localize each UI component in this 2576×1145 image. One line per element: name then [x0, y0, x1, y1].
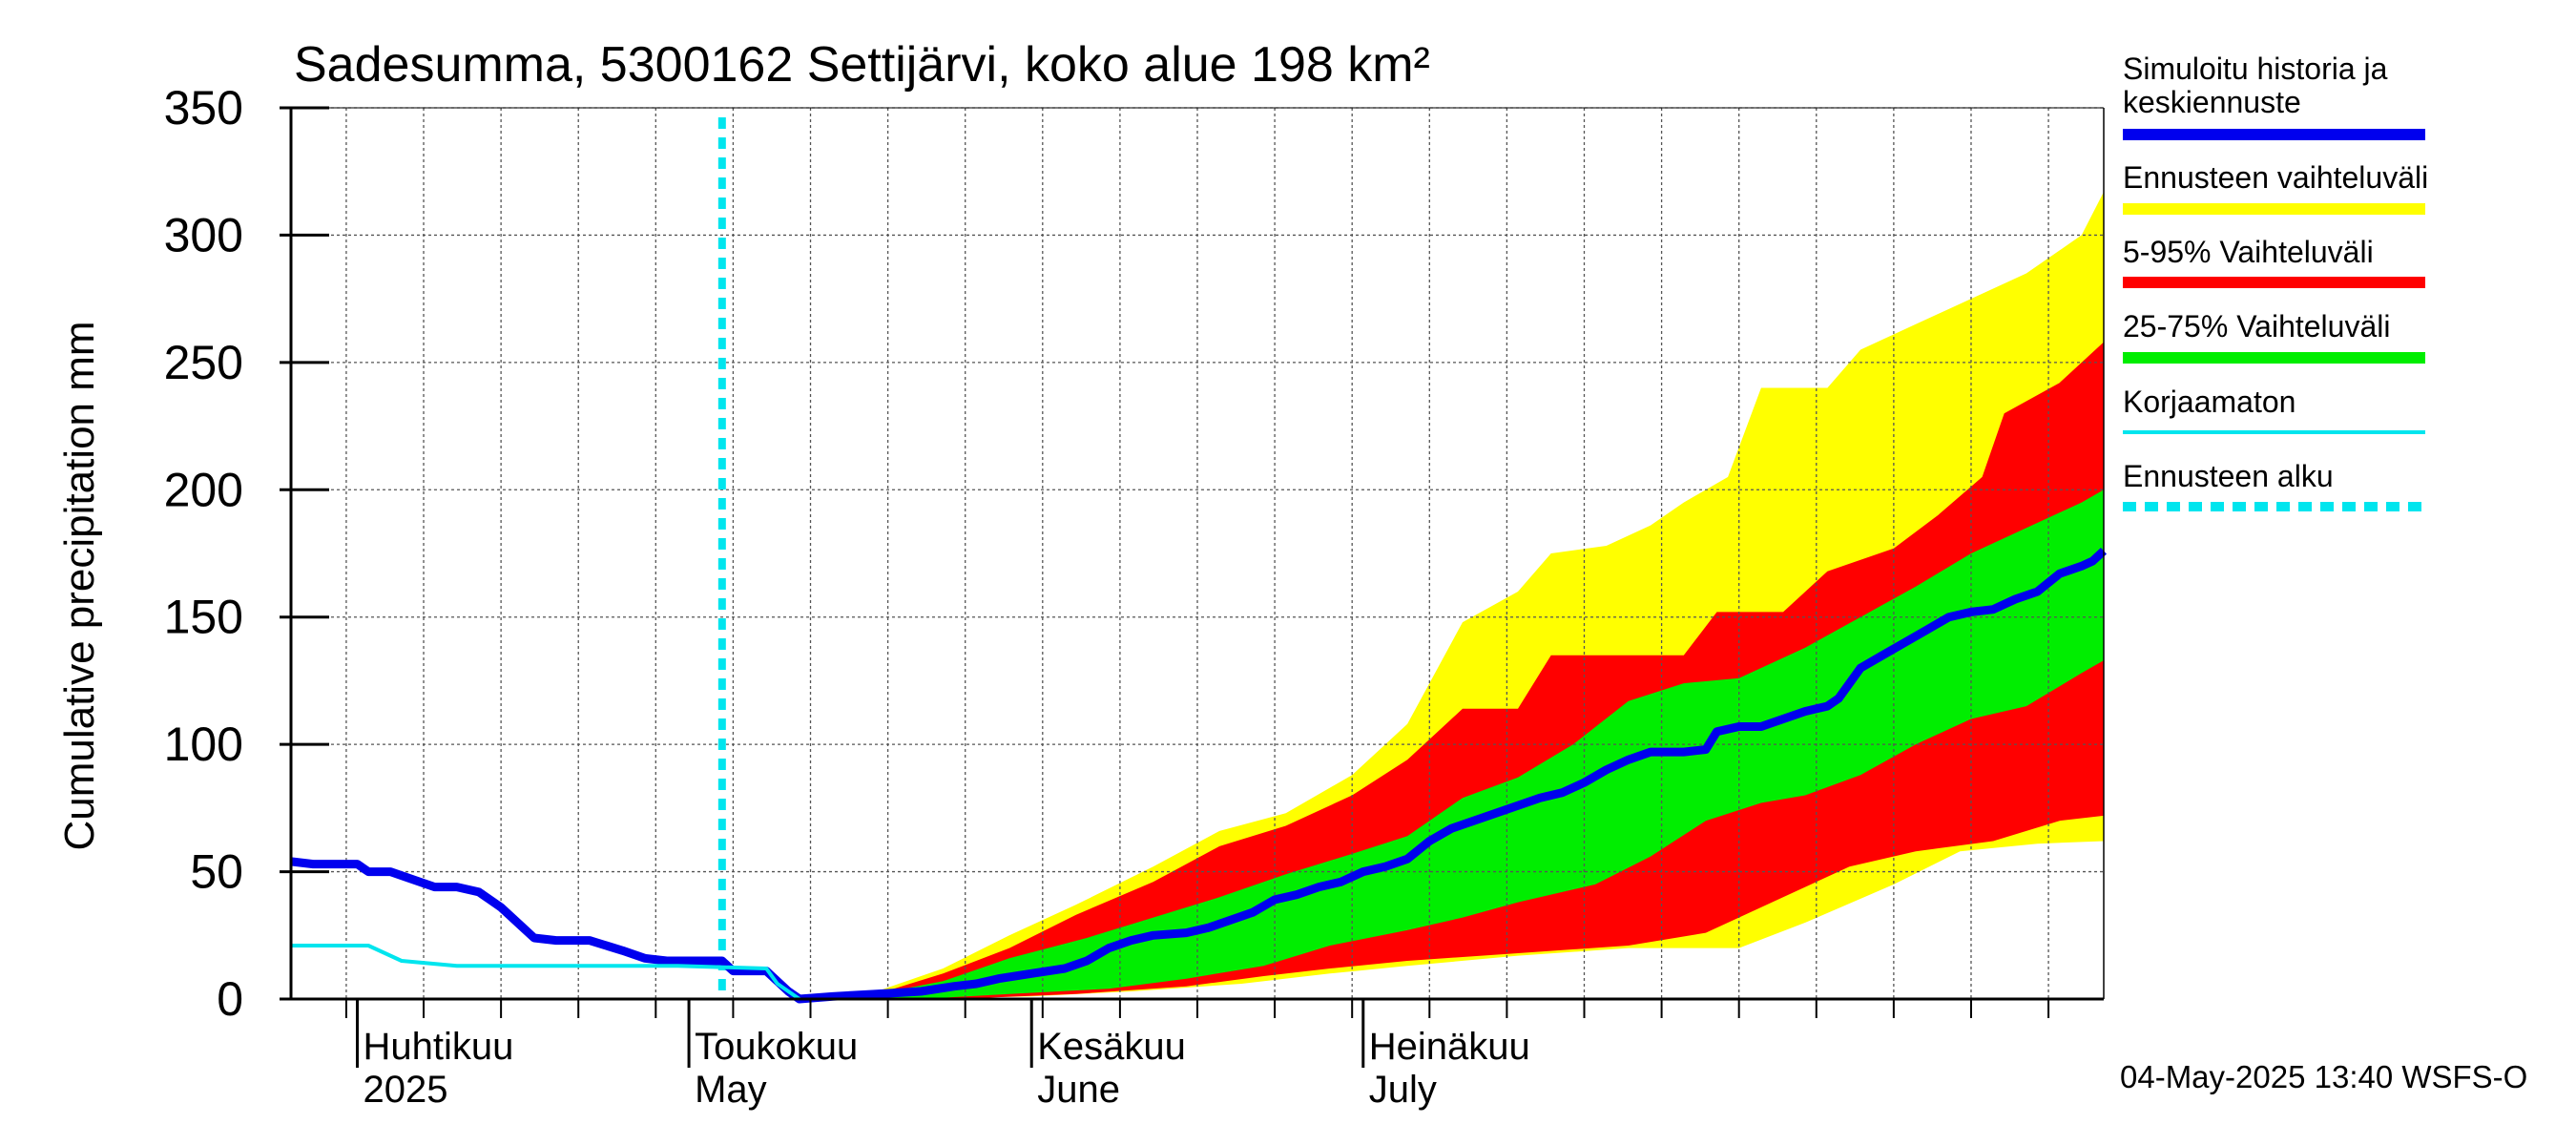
timestamp-footer: 04-May-2025 13:40 WSFS-O: [2120, 1059, 2527, 1094]
x-tick-label-fi: Huhtikuu: [364, 1026, 514, 1068]
y-tick-label: 250: [164, 336, 243, 389]
legend-label-red: 5-95% Vaihteluväli: [2123, 235, 2374, 269]
y-tick-label: 150: [164, 591, 243, 644]
y-tick-label: 350: [164, 81, 243, 135]
legend-label-blue-cont: keskiennuste: [2123, 85, 2301, 119]
x-tick-label-en: 2025: [364, 1069, 448, 1111]
band-5-95: [799, 342, 2104, 999]
series-line-uncorrected: [291, 944, 801, 1001]
chart-title: Sadesumma, 5300162 Settijärvi, koko alue…: [294, 37, 1430, 93]
y-tick-label: 200: [164, 463, 243, 516]
x-tick-label-fi: Toukokuu: [695, 1026, 858, 1068]
y-tick-label: 100: [164, 718, 243, 771]
y-tick-label: 50: [190, 845, 243, 899]
x-tick-label-fi: Kesäkuu: [1037, 1026, 1186, 1068]
x-tick-label-fi: Heinäkuu: [1369, 1026, 1530, 1068]
y-tick-label: 300: [164, 208, 243, 261]
legend-label-yellow: Ennusteen vaihteluväli: [2123, 160, 2428, 195]
legend-label-blue: Simuloitu historia ja: [2123, 52, 2388, 86]
x-tick-label-en: June: [1037, 1069, 1120, 1111]
series-lines: [290, 117, 2108, 1004]
series-line-median: [290, 547, 2108, 1004]
y-tick-label: 0: [217, 972, 243, 1026]
legend-label-dashed: Ennusteen alku: [2123, 459, 2334, 493]
y-axis-label: Cumulative precipitation mm: [56, 321, 103, 850]
legend-label-cyan: Korjaamaton: [2123, 385, 2296, 419]
x-tick-label-en: July: [1369, 1069, 1437, 1111]
x-tick-label-en: May: [695, 1069, 767, 1111]
legend-label-green: 25-75% Vaihteluväli: [2123, 309, 2390, 344]
